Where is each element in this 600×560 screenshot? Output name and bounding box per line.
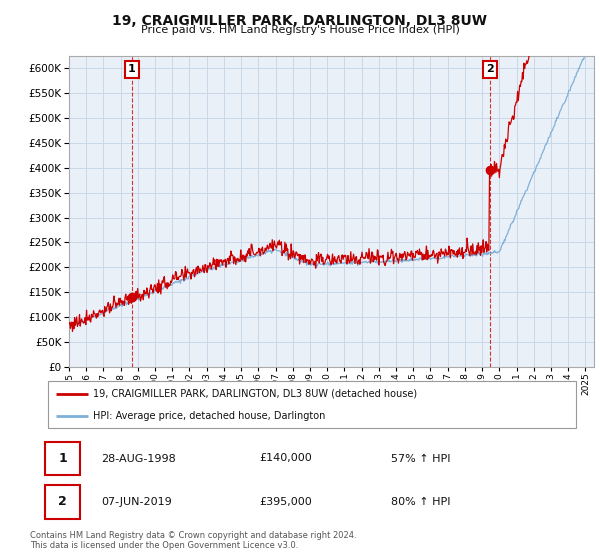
Text: 80% ↑ HPI: 80% ↑ HPI <box>391 497 451 507</box>
FancyBboxPatch shape <box>48 381 576 428</box>
FancyBboxPatch shape <box>46 485 80 519</box>
Text: Contains HM Land Registry data © Crown copyright and database right 2024.
This d: Contains HM Land Registry data © Crown c… <box>30 531 356 550</box>
Text: 19, CRAIGMILLER PARK, DARLINGTON, DL3 8UW: 19, CRAIGMILLER PARK, DARLINGTON, DL3 8U… <box>113 14 487 28</box>
Text: 1: 1 <box>58 452 67 465</box>
Text: 19, CRAIGMILLER PARK, DARLINGTON, DL3 8UW (detached house): 19, CRAIGMILLER PARK, DARLINGTON, DL3 8U… <box>93 389 417 399</box>
Text: £140,000: £140,000 <box>259 454 312 464</box>
Text: 07-JUN-2019: 07-JUN-2019 <box>101 497 172 507</box>
Text: £395,000: £395,000 <box>259 497 312 507</box>
Text: Price paid vs. HM Land Registry's House Price Index (HPI): Price paid vs. HM Land Registry's House … <box>140 25 460 35</box>
Text: 2: 2 <box>58 496 67 508</box>
Text: 1: 1 <box>128 64 136 74</box>
Text: HPI: Average price, detached house, Darlington: HPI: Average price, detached house, Darl… <box>93 410 325 421</box>
Text: 28-AUG-1998: 28-AUG-1998 <box>101 454 176 464</box>
FancyBboxPatch shape <box>46 442 80 475</box>
Text: 2: 2 <box>485 64 493 74</box>
Text: 57% ↑ HPI: 57% ↑ HPI <box>391 454 451 464</box>
